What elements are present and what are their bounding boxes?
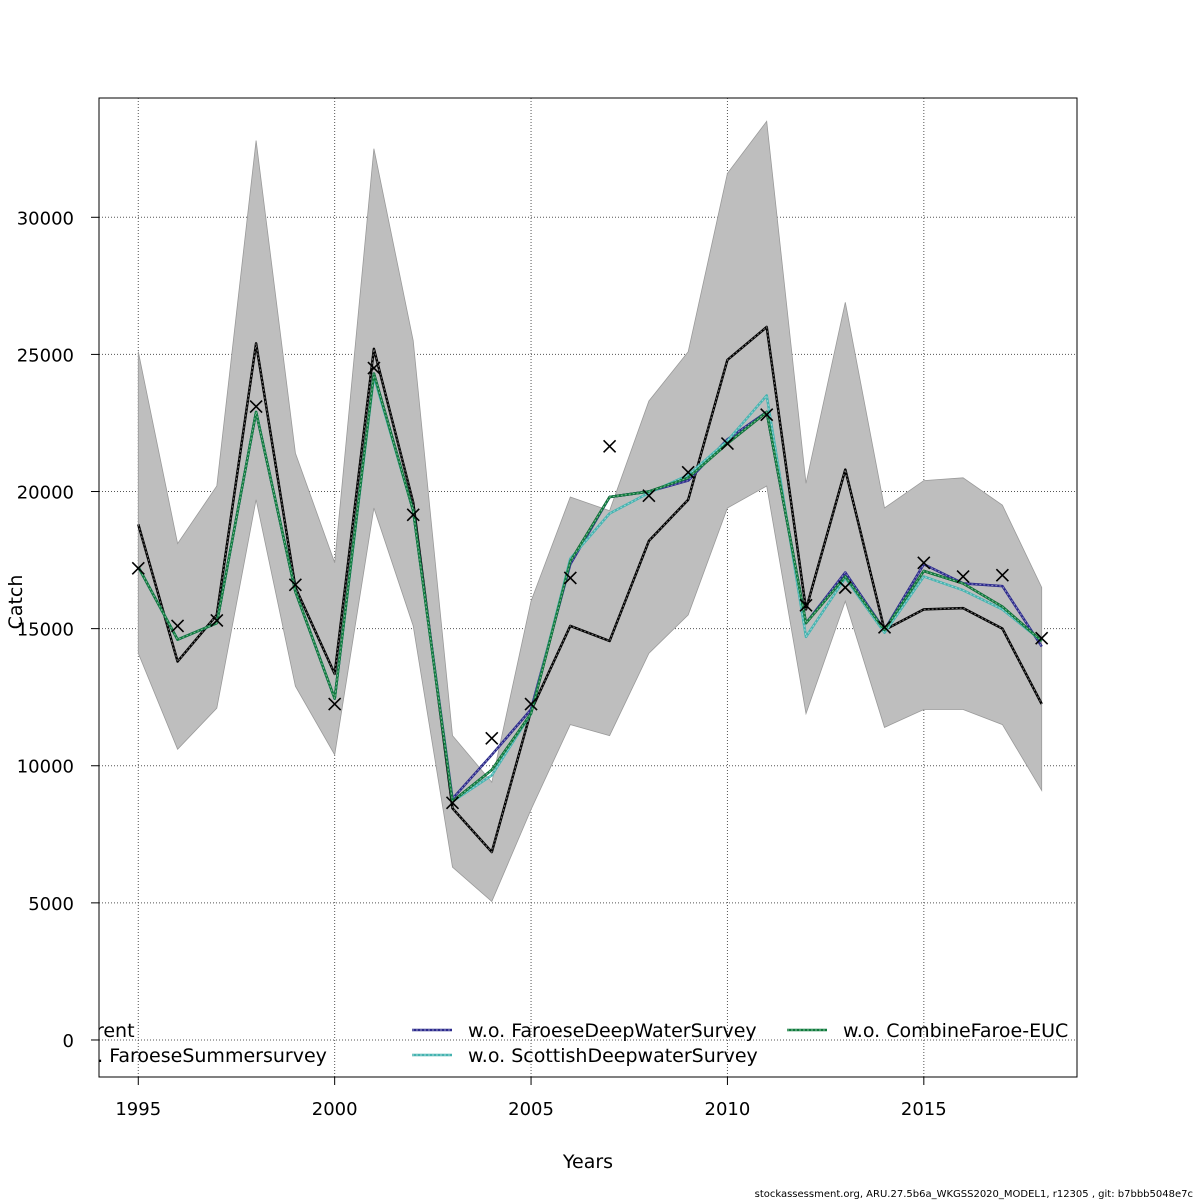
observed-point (367, 361, 381, 375)
observed-point (681, 465, 695, 479)
observed-point-stroke-b (445, 796, 460, 810)
observed-point-stroke-b (877, 620, 892, 634)
x-tick-label: 2005 (508, 1099, 554, 1120)
observed-point-stroke-b (210, 613, 224, 627)
observed-point-stroke-b (563, 571, 577, 585)
legend: current w.o. FaroeseSummersurvey w.o. Faro… (66, 1020, 1068, 1067)
x-tick-label: 2015 (901, 1099, 947, 1120)
plot-frame (98, 97, 1078, 1078)
legend-entry: w.o. FaroeseSummersurvey (66, 1045, 327, 1067)
observed-point-stroke-b (799, 598, 813, 612)
series-lines (137, 325, 1043, 854)
observed-point (563, 571, 577, 585)
x-tick-label: 2000 (312, 1099, 358, 1120)
observed-point (838, 580, 852, 595)
observed-point (328, 697, 342, 711)
observed-point-stroke-b (288, 578, 302, 592)
y-tick-label: 15000 (17, 620, 74, 641)
observed-point (603, 439, 617, 453)
legend-label: w.o. ScottishDeepwaterSurvey (468, 1045, 758, 1067)
legend-label: w.o. CombineFaroe-EUC (843, 1020, 1068, 1042)
x-tick-label: 1995 (115, 1099, 161, 1120)
observed-point-stroke-b (760, 408, 774, 422)
observed-point-stroke-b (603, 439, 617, 453)
y-axis-title: Catch (5, 575, 27, 630)
observed-point-stroke-b (681, 465, 695, 479)
observed-point (170, 619, 185, 633)
legend-entry: current (66, 1020, 135, 1042)
observed-point (288, 578, 302, 592)
observed-point (877, 620, 892, 634)
observed-point (131, 561, 145, 575)
y-tick-label: 20000 (17, 483, 74, 504)
observed-point-stroke-b (485, 731, 499, 745)
observed-point (760, 408, 774, 422)
y-tick-label: 30000 (17, 208, 74, 229)
observed-point-stroke-b (995, 568, 1009, 582)
observed-point (995, 568, 1009, 582)
observed-point (406, 508, 420, 522)
series-line-w-o-combinefaroe-euc-dash (137, 373, 1043, 803)
observed-point (642, 489, 656, 503)
observed-point-stroke-b (524, 697, 538, 711)
observed-point-stroke-b (367, 361, 381, 375)
observed-point (956, 569, 970, 584)
observed-point-stroke-b (328, 697, 342, 711)
observed-point (799, 598, 813, 612)
y-tick-label: 25000 (17, 345, 74, 366)
observed-point (917, 556, 931, 570)
y-tick-label: 10000 (17, 757, 74, 778)
observed-point (720, 436, 734, 451)
observed-point-stroke-b (249, 399, 263, 414)
observed-point (1035, 631, 1049, 645)
observed-point (485, 731, 499, 745)
x-tick-label: 2010 (705, 1099, 751, 1120)
legend-label: w.o. FaroeseSummersurvey (66, 1045, 327, 1067)
observed-point-stroke-b (1035, 631, 1049, 645)
series-line-w-o-faroesesummersurvey (137, 325, 1043, 854)
x-axis-title: Years (562, 1151, 613, 1173)
legend-label: w.o. FaroeseDeepWaterSurvey (468, 1020, 757, 1042)
series-line-w-o-combinefaroe-euc (137, 372, 1043, 803)
legend-entry: w.o. ScottishDeepwaterSurvey (412, 1045, 758, 1067)
series-line-w-o-faroesesummersurvey-stroke (137, 325, 1043, 854)
observed-point-stroke-b (131, 561, 145, 575)
observed-point-stroke-b (917, 556, 931, 570)
observed-markers (131, 361, 1049, 810)
observed-point-stroke-b (720, 436, 734, 451)
footer-note: stockassessment.org, ARU.27.5b6a_WKGSS20… (755, 1189, 1193, 1200)
observed-point (249, 399, 263, 414)
y-axis: 0 5000 10000 15000 20000 25000 30000 (17, 208, 99, 1052)
observed-point-stroke-b (406, 508, 420, 522)
observed-point (210, 613, 224, 627)
y-tick-label: 5000 (28, 894, 74, 915)
observed-point-stroke-b (956, 569, 970, 584)
confidence-band (137, 120, 1043, 903)
x-axis: 1995 2000 2005 2010 2015 (115, 1077, 947, 1120)
series-line-w-o-combinefaroe-euc-stroke (137, 372, 1043, 803)
observed-point (445, 796, 460, 810)
observed-point-stroke-b (838, 580, 852, 595)
legend-entry: w.o. CombineFaroe-EUC (787, 1020, 1068, 1042)
legend-label: current (66, 1020, 135, 1042)
observed-point (524, 697, 538, 711)
y-tick-label: 0 (63, 1031, 74, 1052)
observed-point-stroke-b (642, 489, 656, 503)
legend-entry: w.o. FaroeseDeepWaterSurvey (412, 1020, 757, 1042)
observed-point-stroke-b (170, 619, 185, 633)
